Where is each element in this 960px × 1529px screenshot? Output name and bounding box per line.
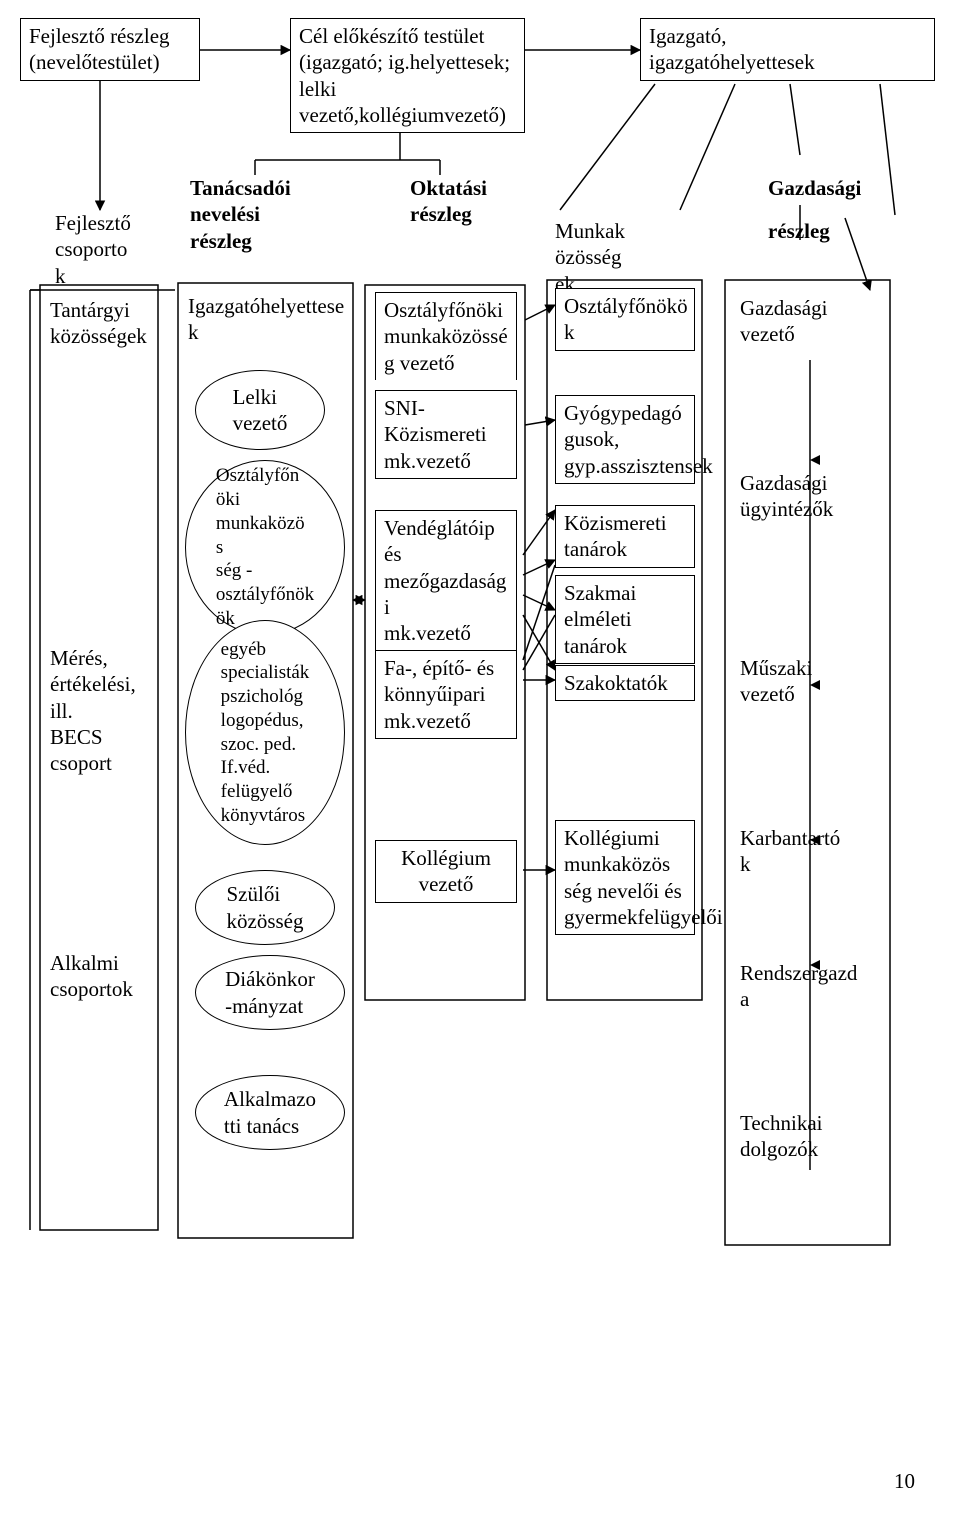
econ-sysadmin: Rendszergazda	[740, 960, 857, 1013]
left-measurement: Mérés,értékelési,ill.BECScsoport	[50, 645, 136, 776]
ellipse-parents: Szülőiközösség	[195, 870, 335, 945]
econ-leader: Gazdaságivezető	[740, 295, 827, 348]
box-wg-general: Közismeretitanárok	[555, 505, 695, 568]
left-ad-hoc: Alkalmicsoportok	[50, 950, 133, 1003]
header-economic: Gazdasági	[768, 175, 861, 201]
header-workgroups: Munkaközösségek	[555, 218, 625, 297]
box-wg-theory: Szakmaielméletitanárok	[555, 575, 695, 664]
employee-council-label: Alkalmazotti tanács	[224, 1086, 316, 1139]
econ-admins: Gazdaságiügyintézők	[740, 470, 833, 523]
left-subject-comm: Tantárgyiközösségek	[50, 297, 147, 350]
box-wg-sped: Gyógypedagógusok,gyp.asszisztensek	[555, 395, 695, 484]
page-number: 10	[894, 1469, 915, 1494]
student-gov-label: Diákönkor-mányzat	[225, 966, 315, 1019]
ed-sni-label: SNI-Közismeretimk.vezető	[384, 396, 487, 473]
econ-technical-staff: Technikaidolgozók	[740, 1110, 823, 1163]
wg-class-heads-label: Osztályfőnökök	[564, 294, 688, 344]
box-ed-sni: SNI-Közismeretimk.vezető	[375, 390, 517, 479]
box-director: Igazgató,igazgatóhelyettesek	[640, 18, 935, 81]
parents-label: Szülőiközösség	[227, 881, 304, 934]
goal-committee-label: Cél előkészítő testület(igazgató; ig.hel…	[299, 24, 510, 127]
econ-technical-lead: Műszakivezető	[740, 655, 812, 708]
header-economic-sub: részleg	[768, 218, 830, 244]
header-advisory: Tanácsadóinevelésirészleg	[190, 175, 291, 254]
advisory-deputy: Igazgatóhelyettesek	[188, 293, 344, 346]
dev-dept-label: Fejlesztő részleg(nevelőtestület)	[29, 24, 170, 74]
org-chart-page: Fejlesztő részleg(nevelőtestület) Cél el…	[0, 0, 960, 1529]
box-ed-class-head: Osztályfőnökimunkaközösség vezető	[375, 292, 517, 380]
ellipse-spiritual: Lelkivezető	[195, 370, 325, 450]
wg-dorm-staff-label: Kollégiumimunkaközösség nevelői ésgyerme…	[564, 826, 723, 929]
ed-dorm-label: Kollégiumvezető	[401, 846, 491, 896]
wg-instructors-label: Szakoktatók	[564, 671, 668, 695]
box-goal-committee: Cél előkészítő testület(igazgató; ig.hel…	[290, 18, 525, 133]
box-dev-dept: Fejlesztő részleg(nevelőtestület)	[20, 18, 200, 81]
box-wg-class-heads: Osztályfőnökök	[555, 288, 695, 351]
ed-class-head-label: Osztályfőnökimunkaközösség vezető	[384, 298, 508, 375]
wg-theory-label: Szakmaielméletitanárok	[564, 581, 636, 658]
box-wg-instructors: Szakoktatók	[555, 665, 695, 701]
left-dev-groups: Fejlesztőcsoportok	[55, 210, 131, 289]
spiritual-label: Lelkivezető	[233, 384, 288, 437]
box-ed-catering: Vendéglátóipésmezőgazdaságimk.vezető	[375, 510, 517, 651]
header-education: Oktatásirészleg	[410, 175, 487, 228]
ellipse-specialists: egyébspecialistákpszichológlogopédus, sz…	[185, 620, 345, 845]
specialists-label: egyébspecialistákpszichológlogopédus, sz…	[221, 638, 310, 828]
ellipse-employee-council: Alkalmazotti tanács	[195, 1075, 345, 1150]
wg-general-label: Közismeretitanárok	[564, 511, 667, 561]
ellipse-student-gov: Diákönkor-mányzat	[195, 955, 345, 1030]
class-head-label: Osztályfőnökimunkaközösség -osztályfőnök…	[216, 464, 314, 630]
box-wg-dorm-staff: Kollégiumimunkaközösség nevelői ésgyerme…	[555, 820, 695, 935]
ellipse-class-head: Osztályfőnökimunkaközösség -osztályfőnök…	[185, 460, 345, 635]
ed-catering-label: Vendéglátóipésmezőgazdaságimk.vezető	[384, 516, 506, 645]
box-ed-wood: Fa-, építő- éskönnyűiparimk.vezető	[375, 650, 517, 739]
wg-sped-label: Gyógypedagógusok,gyp.asszisztensek	[564, 401, 713, 478]
econ-maintenance: Karbantartók	[740, 825, 840, 878]
box-ed-dorm: Kollégiumvezető	[375, 840, 517, 903]
ed-wood-label: Fa-, építő- éskönnyűiparimk.vezető	[384, 656, 494, 733]
director-label: Igazgató,igazgatóhelyettesek	[649, 24, 815, 74]
